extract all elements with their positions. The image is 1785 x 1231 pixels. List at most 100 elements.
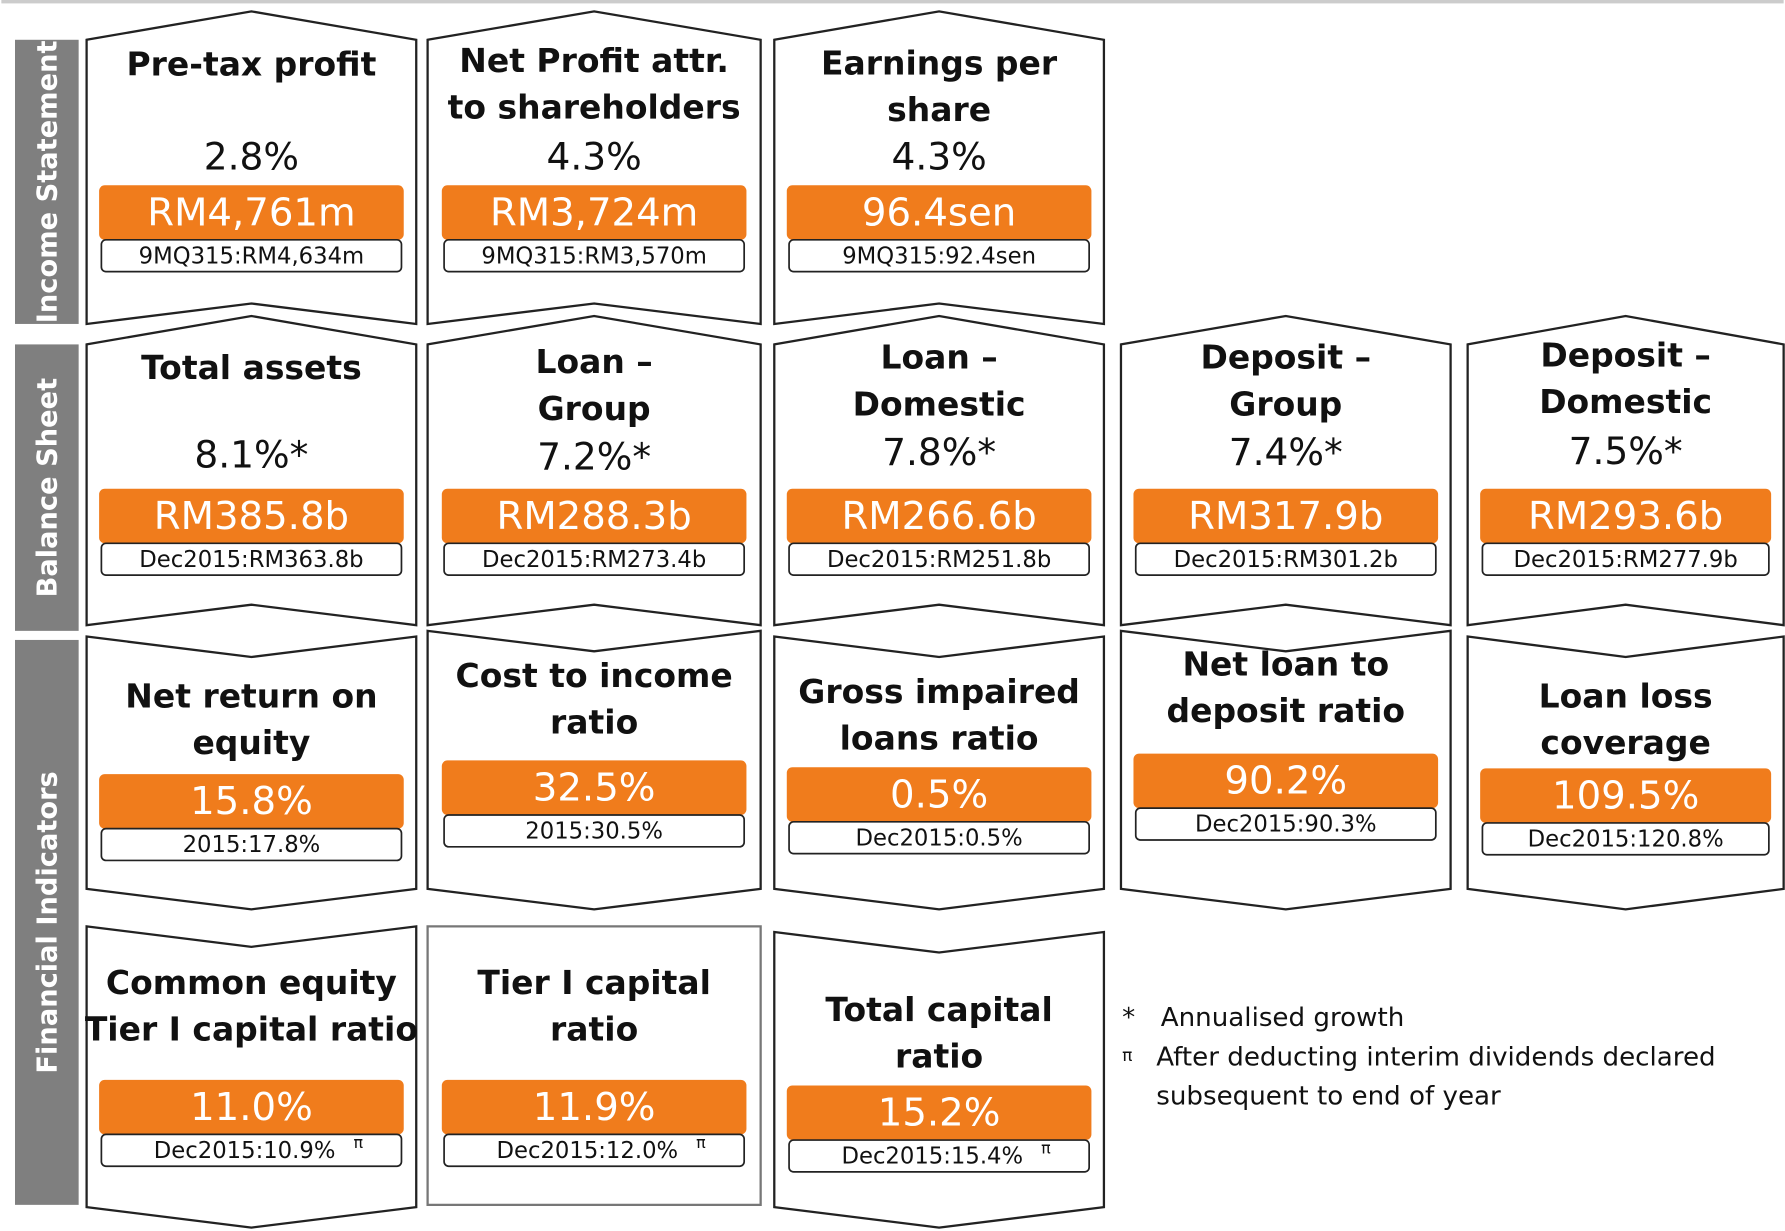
card-title: Common equity <box>106 963 397 1002</box>
compare: Dec2015:120.8% <box>1528 826 1724 852</box>
card-title: ratio <box>550 1009 638 1048</box>
card-title: Total assets <box>141 348 362 387</box>
value: 0.5% <box>890 772 988 817</box>
card-title: Earnings per <box>821 43 1058 82</box>
growth: 8.1%* <box>194 432 308 476</box>
note-text: After deducting interim dividends declar… <box>1156 1043 1715 1073</box>
superscript: π <box>353 1133 363 1152</box>
section-bar <box>15 39 79 324</box>
card: Loan loss coverage 109.5% Dec2015:120.8% <box>1466 635 1785 911</box>
compare: Dec2015:RM277.9b <box>1514 547 1738 573</box>
compare: 2015:17.8% <box>183 832 321 858</box>
note-symbol: π <box>1122 1046 1132 1066</box>
card-title: Group <box>538 389 651 428</box>
value: 109.5% <box>1552 773 1699 818</box>
value: RM3,724m <box>490 190 698 235</box>
card: Cost to income ratio 32.5% 2015:30.5% <box>426 629 762 911</box>
value: 32.5% <box>533 765 656 810</box>
value: 11.9% <box>533 1085 656 1130</box>
card: Net loan to deposit ratio 90.2% Dec2015:90.… <box>1119 629 1452 911</box>
card: Net return on equity 15.8% 2015:17.8% <box>85 635 418 911</box>
card-title: Domestic <box>853 384 1026 423</box>
value-bar <box>1133 488 1439 544</box>
card-title: Gross impaired <box>798 672 1080 711</box>
compare: Dec2015:RM273.4b <box>482 547 706 573</box>
compare-box <box>1134 542 1437 577</box>
growth: 4.3% <box>546 135 641 179</box>
card-title: Deposit – <box>1540 335 1711 374</box>
value-bar <box>441 1079 747 1135</box>
compare-box <box>788 238 1090 273</box>
compare-box <box>100 1133 403 1168</box>
value: 15.8% <box>190 779 313 824</box>
value-bar <box>441 760 747 815</box>
section-label: Income Statement <box>33 40 64 323</box>
card-title: coverage <box>1540 723 1710 762</box>
compare-box <box>443 1133 746 1168</box>
card-title: Net return on <box>125 676 377 715</box>
compare-box <box>100 542 403 577</box>
compare-box <box>788 820 1090 855</box>
value: 96.4sen <box>862 190 1016 235</box>
card-title: Loan – <box>535 342 652 381</box>
card-title: Deposit – <box>1201 338 1372 377</box>
card: Gross impaired loans ratio 0.5% Dec2015:0.5… <box>773 635 1106 911</box>
compare-box <box>1134 807 1437 841</box>
top-rule <box>1 0 1784 4</box>
growth: 7.8%* <box>882 430 996 474</box>
value: RM385.8b <box>154 494 349 539</box>
section-label: Financial Indicators <box>33 771 64 1073</box>
value-bar <box>1480 768 1772 823</box>
compare: Dec2015:RM301.2b <box>1174 547 1398 573</box>
card: Loan – Domestic 7.8%* RM266.6b Dec2015:RM251… <box>773 314 1106 627</box>
value-bar <box>99 1079 404 1135</box>
compare: 9MQ315:RM3,570m <box>481 243 707 269</box>
section-bar <box>15 639 79 1205</box>
value-bar <box>99 185 404 240</box>
value-bar <box>786 767 1092 822</box>
value-bar <box>1480 488 1772 544</box>
card: Earnings per share 4.3% 96.4sen 9MQ315:92.4s… <box>773 10 1106 326</box>
value-bar <box>1133 753 1439 809</box>
card-title: Pre-tax profit <box>127 44 377 83</box>
card-title: Loan – <box>880 338 997 377</box>
compare: Dec2015:RM363.8b <box>139 547 363 573</box>
card-title: ratio <box>550 703 638 742</box>
note-symbol: * <box>1122 1003 1135 1033</box>
card-title: loans ratio <box>840 718 1039 757</box>
card-outline <box>773 930 1106 1229</box>
superscript: π <box>696 1133 706 1152</box>
value: 11.0% <box>190 1085 313 1130</box>
compare-box <box>788 542 1090 577</box>
compare: Dec2015:12.0% <box>497 1138 679 1164</box>
value-bar <box>786 185 1092 240</box>
compare-box <box>443 814 746 848</box>
section-bar <box>15 344 79 631</box>
card: Total assets 8.1%* RM385.8b Dec2015:RM363.8… <box>85 314 418 627</box>
value-bar <box>99 488 404 544</box>
card: Deposit – Domestic 7.5%* RM293.6b Dec2015:RM… <box>1466 314 1785 627</box>
card-title: equity <box>192 723 310 762</box>
compare-box <box>443 238 746 273</box>
value-bar <box>99 774 404 829</box>
card: Loan – Group 7.2%* RM288.3b Dec2015:RM273.4b <box>426 314 762 627</box>
compare: 9MQ315:92.4sen <box>842 243 1036 269</box>
compare-box <box>1481 822 1770 856</box>
compare: Dec2015:90.3% <box>1195 812 1377 838</box>
card-title: Net Profit attr. <box>459 41 729 80</box>
value-bar <box>786 1085 1092 1141</box>
card: Common equity Tier I capital ratio 11.0% De… <box>85 925 418 1229</box>
card: Total capital ratio 15.2% Dec2015:15.4% π <box>773 930 1106 1229</box>
card-title: Tier I capital <box>477 963 711 1002</box>
compare-box <box>1481 542 1770 577</box>
note-text: subsequent to end of year <box>1156 1081 1501 1111</box>
growth: 2.8% <box>204 135 299 179</box>
value-bar <box>441 488 747 544</box>
growth: 7.4%* <box>1229 430 1343 474</box>
card-title: Loan loss <box>1539 676 1713 715</box>
value: 15.2% <box>878 1091 1001 1136</box>
compare: Dec2015:RM251.8b <box>827 547 1051 573</box>
note-text: Annualised growth <box>1161 1003 1405 1033</box>
card: Deposit – Group 7.4%* RM317.9b Dec2015:RM301… <box>1119 314 1452 627</box>
